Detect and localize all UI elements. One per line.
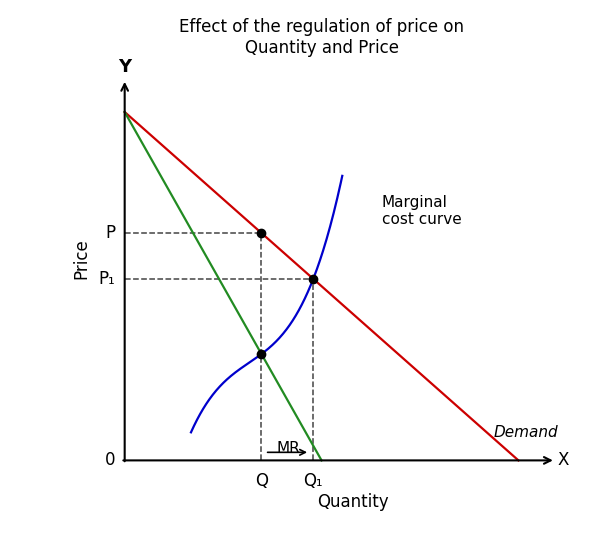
Text: P₁: P₁ — [99, 270, 116, 288]
Text: Q: Q — [255, 472, 268, 490]
Text: P: P — [106, 224, 116, 242]
Text: Demand: Demand — [494, 425, 558, 440]
Text: 0: 0 — [105, 451, 116, 470]
Text: MR: MR — [277, 441, 300, 456]
Text: Q₁: Q₁ — [303, 472, 323, 490]
Text: Price: Price — [72, 239, 90, 279]
Text: Quantity: Quantity — [317, 494, 388, 511]
Text: Y: Y — [118, 58, 131, 76]
Text: Marginal
cost curve: Marginal cost curve — [382, 195, 461, 227]
Title: Effect of the regulation of price on
Quantity and Price: Effect of the regulation of price on Qua… — [179, 18, 464, 57]
Text: X: X — [558, 451, 569, 470]
